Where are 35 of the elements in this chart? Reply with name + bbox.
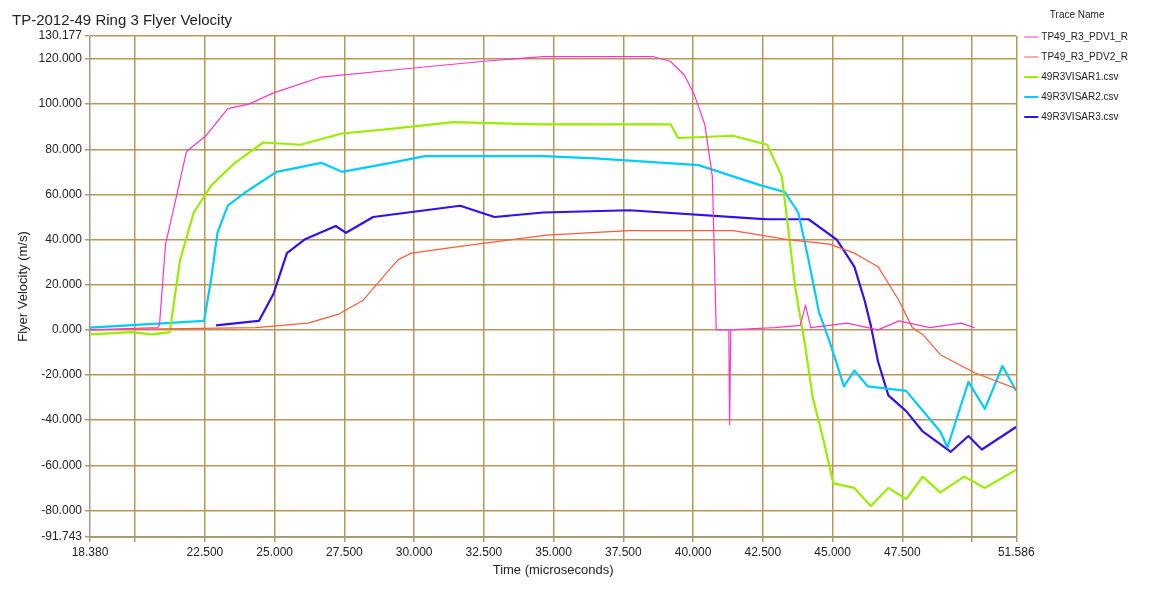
x-tick-label: 51.586 — [997, 544, 1035, 559]
y-tick-label: 120.000 — [38, 51, 83, 66]
x-tick-label: 30.000 — [395, 544, 433, 559]
x-tick-label: 35.000 — [535, 544, 573, 559]
legend-label: TP49_R3_PDV2_R — [1041, 50, 1128, 62]
y-axis-title: Flyer Velocity (m/s) — [15, 231, 31, 342]
chart-title: TP-2012-49 Ring 3 Flyer Velocity — [12, 11, 233, 29]
x-tick-label: 32.500 — [465, 544, 503, 559]
x-tick-label: 42.500 — [744, 544, 782, 559]
x-tick-label: 25.000 — [256, 544, 294, 559]
y-tick-label: -40.000 — [41, 412, 83, 427]
y-tick-label: 100.000 — [38, 96, 83, 111]
legend-label: TP49_R3_PDV1_R — [1041, 30, 1128, 42]
y-tick-label: -20.000 — [41, 367, 83, 382]
y-tick-label: 0.000 — [51, 322, 83, 337]
x-tick-label: 47.500 — [883, 544, 921, 559]
legend-label: 49R3VISAR1.csv — [1041, 70, 1119, 82]
y-tick-label: -91.743 — [41, 529, 83, 544]
y-tick-label: 130.177 — [38, 28, 83, 43]
x-tick-label: 22.500 — [186, 544, 224, 559]
y-tick-label: 80.000 — [45, 141, 83, 156]
legend-title: Trace Name — [1049, 8, 1105, 20]
x-tick-label: 18.380 — [71, 544, 109, 559]
legend-label: 49R3VISAR2.csv — [1041, 90, 1119, 102]
x-tick-label: 37.500 — [604, 544, 643, 559]
y-tick-label: -60.000 — [41, 457, 83, 472]
legend-label: 49R3VISAR3.csv — [1041, 110, 1119, 122]
x-tick-label: 27.500 — [326, 544, 364, 559]
y-tick-label: -80.000 — [41, 502, 83, 517]
y-tick-label: 60.000 — [45, 186, 83, 201]
x-tick-label: 40.000 — [674, 544, 712, 559]
y-tick-label: 20.000 — [45, 277, 83, 292]
x-tick-label: 45.000 — [814, 544, 852, 559]
x-axis-title: Time (microseconds) — [492, 561, 614, 577]
y-tick-label: 40.000 — [45, 231, 83, 246]
